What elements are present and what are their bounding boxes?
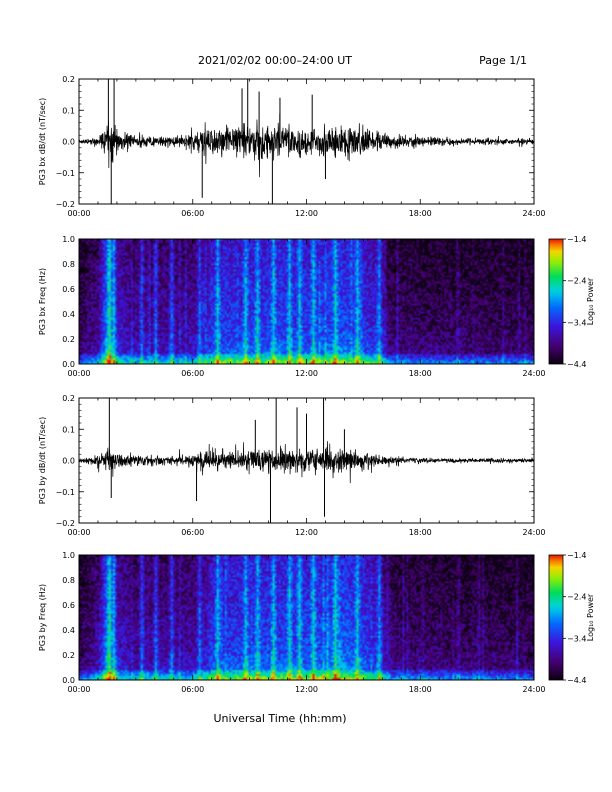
x-tick-label: 06:00 bbox=[181, 209, 204, 218]
colorbar-label: Log₁₀ Power bbox=[586, 593, 595, 641]
y-tick-label: 0.4 bbox=[62, 310, 75, 319]
x-tick-label: 24:00 bbox=[522, 369, 545, 378]
y-tick-label: 1.0 bbox=[62, 235, 75, 244]
y-tick-label: 0.2 bbox=[62, 335, 75, 344]
y-tick-label: −0.1 bbox=[56, 488, 75, 497]
x-tick-label: 24:00 bbox=[522, 528, 545, 537]
y-tick-label: 0.0 bbox=[62, 360, 75, 369]
y-tick-label: −0.1 bbox=[56, 169, 75, 178]
x-tick-label: 18:00 bbox=[409, 209, 432, 218]
x-tick-label: 06:00 bbox=[181, 369, 204, 378]
x-tick-label: 12:00 bbox=[295, 369, 318, 378]
bx-spectrogram-panel: 00:00 06:00 12:00 18:00 24:00 1.0 0.8 0.6 0.4 0.2… bbox=[38, 235, 595, 378]
y-tick-label: 0.0 bbox=[62, 676, 75, 685]
y-axis-label: PG3 by Freq (Hz) bbox=[38, 584, 47, 651]
x-tick-label: 00:00 bbox=[67, 369, 90, 378]
colorbar-tick-label: −1.4 bbox=[567, 235, 586, 244]
colorbar-label: Log₁₀ Power bbox=[586, 277, 595, 325]
y-tick-label: 0.6 bbox=[62, 285, 75, 294]
colorbar bbox=[548, 554, 564, 681]
x-axis-title: Universal Time (hh:mm) bbox=[214, 712, 347, 725]
figure-title: 2021/02/02 00:00–24:00 UT bbox=[198, 54, 352, 67]
y-tick-label: 0.0 bbox=[62, 138, 75, 147]
x-tick-label: 24:00 bbox=[522, 685, 545, 694]
x-tick-label: 18:00 bbox=[409, 528, 432, 537]
y-axis-label: PG3 bx dB/dt (nT/sec) bbox=[38, 98, 47, 185]
y-axis-label: PG3 by dB/dt (nT/sec) bbox=[38, 417, 47, 504]
x-tick-label: 12:00 bbox=[295, 528, 318, 537]
y-tick-label: 1.0 bbox=[62, 551, 75, 560]
y-tick-label: 0.2 bbox=[62, 75, 75, 84]
colorbar-tick-label: −3.4 bbox=[567, 634, 586, 643]
spectrogram-image bbox=[79, 239, 534, 364]
x-tick-label: 18:00 bbox=[409, 369, 432, 378]
y-tick-label: 0.6 bbox=[62, 601, 75, 610]
y-tick-label: 0.2 bbox=[62, 651, 75, 660]
y-tick-label: −0.2 bbox=[56, 200, 75, 209]
x-tick-label: 06:00 bbox=[181, 528, 204, 537]
spectrogram-image bbox=[79, 555, 534, 680]
bx-timeseries-panel: 00:00 06:00 12:00 18:00 24:00 0.2 0.1 0.0 −0.1 −0… bbox=[38, 75, 546, 218]
y-tick-label: −0.2 bbox=[56, 519, 75, 528]
colorbar-tick-label: −4.4 bbox=[567, 360, 586, 369]
y-tick-label: 0.1 bbox=[62, 106, 75, 115]
colorbar bbox=[548, 238, 564, 365]
x-tick-label: 24:00 bbox=[522, 209, 545, 218]
y-tick-label: 0.1 bbox=[62, 425, 75, 434]
x-tick-label: 00:00 bbox=[67, 685, 90, 694]
y-tick-label: 0.8 bbox=[62, 576, 75, 585]
page-indicator: Page 1/1 bbox=[479, 54, 527, 67]
by-timeseries-panel: 00:00 06:00 12:00 18:00 24:00 0.2 0.1 0.0 −0.1 −0… bbox=[38, 394, 546, 537]
x-tick-label: 00:00 bbox=[67, 209, 90, 218]
x-tick-label: 12:00 bbox=[295, 209, 318, 218]
by-spectrogram-panel: 00:00 06:00 12:00 18:00 24:00 1.0 0.8 0.6 0.4 0.2… bbox=[38, 551, 595, 694]
y-tick-label: 0.8 bbox=[62, 260, 75, 269]
colorbar-tick-label: −4.4 bbox=[567, 676, 586, 685]
y-tick-label: 0.4 bbox=[62, 626, 75, 635]
colorbar-tick-label: −2.4 bbox=[567, 277, 586, 286]
y-tick-label: 0.2 bbox=[62, 394, 75, 403]
x-tick-label: 18:00 bbox=[409, 685, 432, 694]
x-tick-label: 00:00 bbox=[67, 528, 90, 537]
colorbar-tick-label: −2.4 bbox=[567, 593, 586, 602]
x-tick-label: 12:00 bbox=[295, 685, 318, 694]
colorbar-tick-label: −1.4 bbox=[567, 551, 586, 560]
y-axis-label: PG3 bx Freq (Hz) bbox=[38, 268, 47, 335]
colorbar-tick-label: −3.4 bbox=[567, 318, 586, 327]
y-tick-label: 0.0 bbox=[62, 457, 75, 466]
waveform-trace bbox=[79, 113, 534, 178]
x-tick-label: 06:00 bbox=[181, 685, 204, 694]
